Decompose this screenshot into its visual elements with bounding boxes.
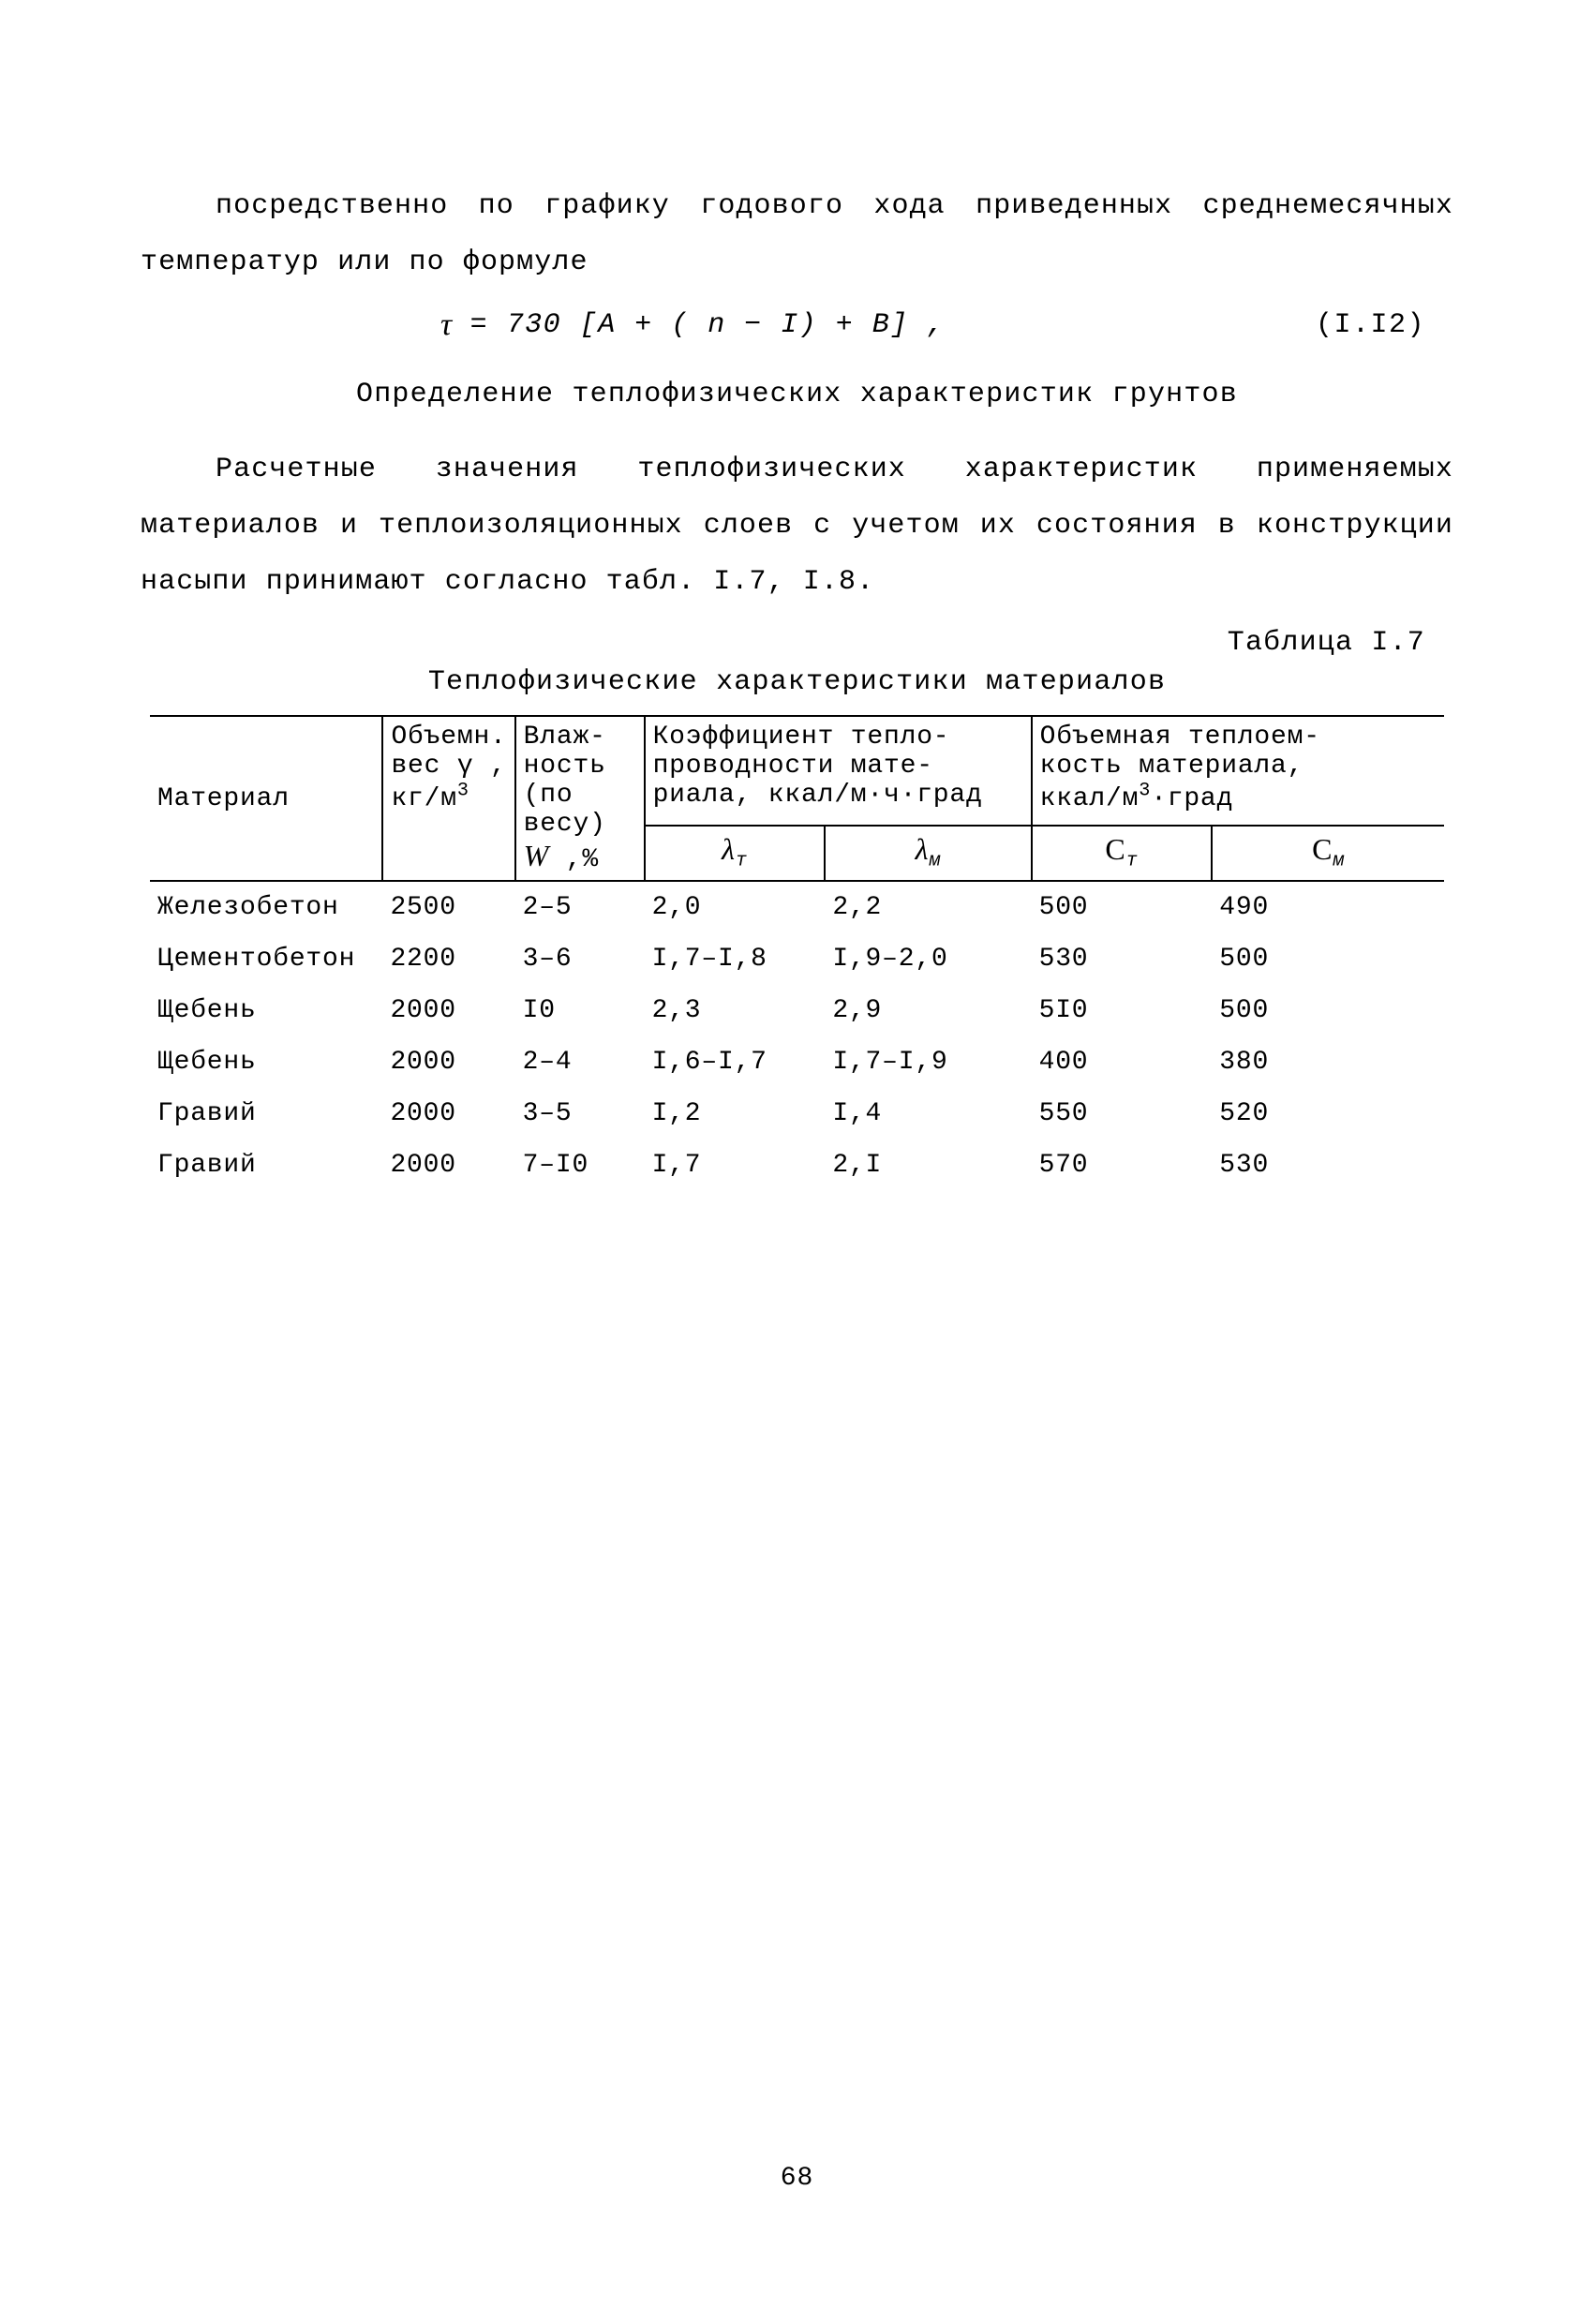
th-c-t: Ст (1032, 826, 1213, 881)
cell-material: Гравий (150, 1088, 382, 1140)
cell-moisture: 3–6 (515, 933, 645, 985)
table-container: Материал Объемн. вес γ , кг/м3 Влаж- нос… (150, 715, 1444, 1191)
th-c-group: Объемная теплоем- кость материала, ккал/… (1032, 716, 1444, 826)
th-lambda-m: λм (825, 826, 1031, 881)
table-row: Гравий20003–5I,2I,4550520 (150, 1088, 1444, 1140)
cell-c_t: 400 (1032, 1036, 1213, 1088)
cell-material: Щебень (150, 985, 382, 1036)
table-row: Щебень2000I02,32,95I0500 (150, 985, 1444, 1036)
formula-row: τ = 730 [А + ( n − I) + В] , (I.I2) (141, 307, 1453, 343)
cell-lambda_m: 2,2 (825, 882, 1031, 933)
cell-moisture: 2–4 (515, 1036, 645, 1088)
cell-material: Железобетон (150, 882, 382, 933)
cell-density: 2000 (382, 1036, 514, 1088)
section-heading: Определение теплофизических характеристи… (141, 366, 1453, 423)
cell-c_m: 490 (1212, 882, 1444, 933)
cell-c_m: 500 (1212, 933, 1444, 985)
cell-density: 2000 (382, 1140, 514, 1191)
cell-lambda_t: 2,0 (645, 882, 826, 933)
cell-moisture: 7–I0 (515, 1140, 645, 1191)
materials-table: Материал Объемн. вес γ , кг/м3 Влаж- нос… (150, 715, 1444, 1191)
th-material: Материал (150, 716, 382, 881)
table-label: Таблица I.7 (141, 627, 1425, 659)
cell-density: 2000 (382, 1088, 514, 1140)
table-row: Щебень20002–4I,6–I,7I,7–I,9400380 (150, 1036, 1444, 1088)
page-number: 68 (0, 2164, 1594, 2193)
cell-material: Щебень (150, 1036, 382, 1088)
cell-moisture: 3–5 (515, 1088, 645, 1140)
cell-c_t: 5I0 (1032, 985, 1213, 1036)
cell-material: Цементобетон (150, 933, 382, 985)
cell-density: 2500 (382, 882, 514, 933)
cell-lambda_t: I,7 (645, 1140, 826, 1191)
cell-moisture: 2–5 (515, 882, 645, 933)
cell-lambda_t: 2,3 (645, 985, 826, 1036)
table-row: Гравий20007–I0I,72,I570530 (150, 1140, 1444, 1191)
th-moisture: Влаж- ность (по весу) W ,% (515, 716, 645, 881)
th-density: Объемн. вес γ , кг/м3 (382, 716, 514, 881)
cell-c_t: 500 (1032, 882, 1213, 933)
table-body: Железобетон25002–52,02,2500490Цементобет… (150, 882, 1444, 1191)
cell-lambda_m: I,4 (825, 1088, 1031, 1140)
cell-material: Гравий (150, 1140, 382, 1191)
page: посредственно по графику годового хода п… (0, 0, 1594, 2324)
cell-c_t: 570 (1032, 1140, 1213, 1191)
cell-c_m: 520 (1212, 1088, 1444, 1140)
formula-lhs-symbol: τ (440, 307, 454, 343)
cell-lambda_t: I,7–I,8 (645, 933, 826, 985)
th-lambda-t: λт (645, 826, 826, 881)
cell-lambda_m: 2,I (825, 1140, 1031, 1191)
th-lambda-group: Коэффициент тепло- проводности мате- риа… (645, 716, 1032, 826)
cell-c_t: 530 (1032, 933, 1213, 985)
cell-density: 2000 (382, 985, 514, 1036)
formula-number: (I.I2) (1316, 309, 1453, 341)
cell-moisture: I0 (515, 985, 645, 1036)
cell-lambda_m: I,9–2,0 (825, 933, 1031, 985)
table-title: Теплофизические характеристики материало… (141, 666, 1453, 698)
cell-c_m: 380 (1212, 1036, 1444, 1088)
cell-lambda_m: 2,9 (825, 985, 1031, 1036)
table-row: Железобетон25002–52,02,2500490 (150, 882, 1444, 933)
cell-c_t: 550 (1032, 1088, 1213, 1140)
cell-lambda_t: I,2 (645, 1088, 826, 1140)
th-c-m: См (1212, 826, 1444, 881)
cell-c_m: 530 (1212, 1140, 1444, 1191)
cell-c_m: 500 (1212, 985, 1444, 1036)
table-row: Цементобетон22003–6I,7–I,8I,9–2,0530500 (150, 933, 1444, 985)
formula-body: = 730 [А + ( n − I) + В] , (470, 309, 946, 341)
body-paragraph: Расчетные значения теплофизических харак… (141, 441, 1453, 610)
cell-density: 2200 (382, 933, 514, 985)
cell-lambda_m: I,7–I,9 (825, 1036, 1031, 1088)
cell-lambda_t: I,6–I,7 (645, 1036, 826, 1088)
intro-paragraph: посредственно по графику годового хода п… (141, 178, 1453, 290)
